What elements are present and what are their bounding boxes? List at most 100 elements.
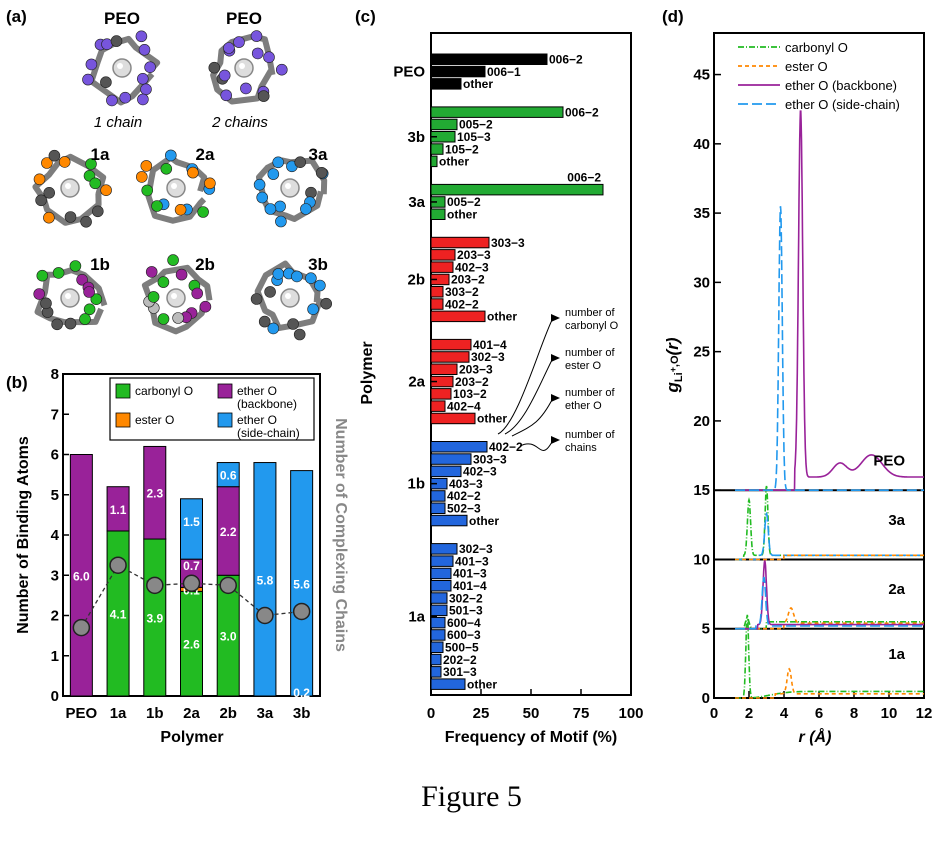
panel-b-complexing-chains [72,556,311,637]
atom [300,203,312,215]
offset-label-2a: 2a [888,581,905,598]
motif-label: 401−4 [453,579,487,593]
atom [240,82,252,95]
group-label: 1b [407,476,425,493]
curve-peo-sidechain [735,206,924,491]
motif-bar [430,78,462,90]
complexing-chains-point [182,574,201,593]
motif-label: 203−3 [459,363,493,377]
atom [43,211,55,224]
atom [83,286,95,298]
motif-bar [430,641,444,653]
panel-d-frame [713,32,925,699]
annotation-arrowhead [551,436,560,444]
x-tick-label: 8 [850,705,858,722]
annotation-text: chains [565,442,597,454]
motif-label: 402−4 [447,399,481,413]
legend-swatch [217,383,233,399]
annotation-arrow [497,317,554,435]
atom [264,286,276,298]
motif-label: 303−3 [473,452,507,466]
y-tick-label: 2 [51,608,59,625]
lithium-highlight [65,183,71,189]
annotation-arrow [519,439,554,451]
motif-label: 501−3 [449,604,483,618]
molecule-2a: 2a [136,145,216,224]
atom [137,93,149,106]
panel-c: (c) 006−2006−1otherPEO006−2005−2105−3105… [355,7,644,746]
motif-label: 402−2 [447,489,481,503]
annotation-text: number of [565,429,615,441]
x-tick-label: 75 [573,705,590,722]
atom [191,287,203,300]
structure-label: PEO [226,9,262,28]
atom [136,171,148,183]
panel-d-offset-labels: PEO 3a 2a 1a [873,452,905,663]
motif-bar [430,363,458,375]
legend-label: ester O [785,59,828,74]
bar-value-label: 1.1 [110,503,127,517]
curve-2a-backbone [735,557,924,630]
panel-d-legend: carbonyl O ester O ether O (backbone) ether… [738,40,900,112]
atom [307,303,319,316]
motif-label: 402−3 [455,260,489,274]
atom [251,47,264,60]
x-tick-label: PEO [66,705,98,722]
bar-segment-ether-o-side-chain- [180,498,203,560]
atom [144,61,156,73]
motif-label: 303−3 [491,236,525,250]
atom [287,318,299,330]
x-tick-label: 100 [618,705,643,722]
motif-bar [430,338,472,351]
bar-value-label: 2.2 [220,525,237,539]
motif-label: 302−3 [459,542,493,556]
lithium-highlight [117,63,123,69]
atom [256,191,269,204]
x-tick-label: 6 [815,705,823,722]
lithium-highlight [285,183,291,189]
annotation-arrow [511,397,554,437]
motif-bar [430,567,452,580]
atom [199,300,212,313]
annotation-text: ester O [565,360,602,372]
y-tick-label: 15 [693,482,710,499]
motif-bar [430,65,486,78]
atom [204,177,216,190]
atom [293,328,306,341]
motif-bar [430,208,446,220]
legend-label: (side-chain) [237,426,300,440]
y-tick-label: 35 [693,205,710,222]
motif-bar [430,514,468,527]
atom [291,270,303,283]
atom [223,42,235,54]
atom [257,90,270,102]
x-tick-label: 12 [916,705,933,722]
curve-3a-carbonyl [735,485,924,561]
sublabel-2-chains: 2 chains [211,114,268,131]
bar-segment-ether-o-side-chain- [253,462,277,697]
y-tick-label: 6 [51,447,59,464]
atom [315,167,328,179]
complexing-chains-point [146,576,164,595]
atom [41,157,53,169]
motif-label: 403−3 [449,477,483,491]
complexing-chains-point [219,576,237,595]
group-label: 3a [408,194,425,211]
atom [174,204,187,216]
curve-2a-carbonyl [735,616,924,630]
motif-label: 302−2 [449,591,483,605]
atom [141,184,153,197]
bar-value-label: 0.2 [293,686,310,700]
bar-value-label: 3.0 [220,630,237,644]
x-tick-label: 0 [427,705,435,722]
motif-bar [430,53,548,65]
group-label: 3b [407,129,425,146]
molecule-1b: 1b [33,255,110,331]
atom [138,43,151,56]
molecule-3b: 3b [250,255,333,341]
legend-label: carbonyl O [135,384,193,398]
group-label: 2b [407,271,425,288]
motif-bar [430,388,452,400]
curve-2a-sidechain [735,576,924,630]
